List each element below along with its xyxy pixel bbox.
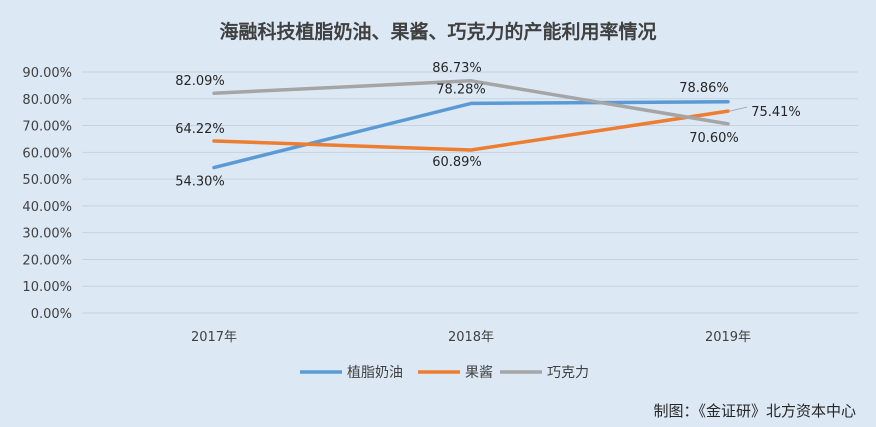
series-lines (212, 79, 730, 170)
series-line (212, 79, 730, 126)
y-tick-label: 30.00% (22, 227, 72, 242)
data-label: 70.60% (689, 131, 739, 146)
x-tick-label: 2017年 (191, 330, 237, 345)
y-axis-ticks: 0.00% 10.00% 20.00% 30.00% 40.00% 50.00% 60.00… (22, 66, 72, 322)
legend-label: 植脂奶油 (347, 365, 403, 381)
series-line (212, 100, 730, 170)
x-axis-ticks: 2017年 2018年 2019年 (191, 330, 751, 345)
legend-label: 果酱 (465, 365, 493, 381)
legend-label: 巧克力 (547, 365, 589, 381)
data-label: 78.28% (436, 82, 486, 97)
series-line (212, 109, 730, 152)
data-label: 75.41% (751, 105, 801, 120)
chart-title: 海融科技植脂奶油、果酱、巧克力的产能利用率情况 (219, 20, 656, 43)
data-label: 82.09% (175, 74, 225, 89)
data-labels: 54.30% 78.28% 78.86% 64.22% 60.89% 75.41% 82.0… (175, 61, 801, 190)
legend: 植脂奶油 果酱 巧克力 (300, 365, 589, 381)
source-credit: 制图：《金证研》北方资本中心 (653, 402, 856, 420)
y-tick-label: 50.00% (22, 173, 72, 188)
y-tick-label: 10.00% (22, 280, 72, 295)
data-label: 54.30% (175, 175, 225, 190)
y-tick-label: 20.00% (22, 253, 72, 268)
y-tick-label: 70.00% (22, 120, 72, 135)
data-label: 86.73% (432, 61, 482, 76)
label-leader-line (729, 106, 748, 112)
x-tick-label: 2018年 (448, 330, 494, 345)
y-tick-label: 40.00% (22, 200, 72, 215)
y-tick-label: 80.00% (22, 93, 72, 108)
data-label: 78.86% (679, 81, 729, 96)
y-tick-label: 90.00% (22, 66, 72, 81)
grid-lines (82, 71, 858, 314)
x-tick-label: 2019年 (705, 330, 751, 345)
y-tick-label: 0.00% (31, 307, 72, 322)
data-label: 60.89% (432, 155, 482, 170)
y-tick-label: 60.00% (22, 146, 72, 161)
data-label: 64.22% (175, 122, 225, 137)
